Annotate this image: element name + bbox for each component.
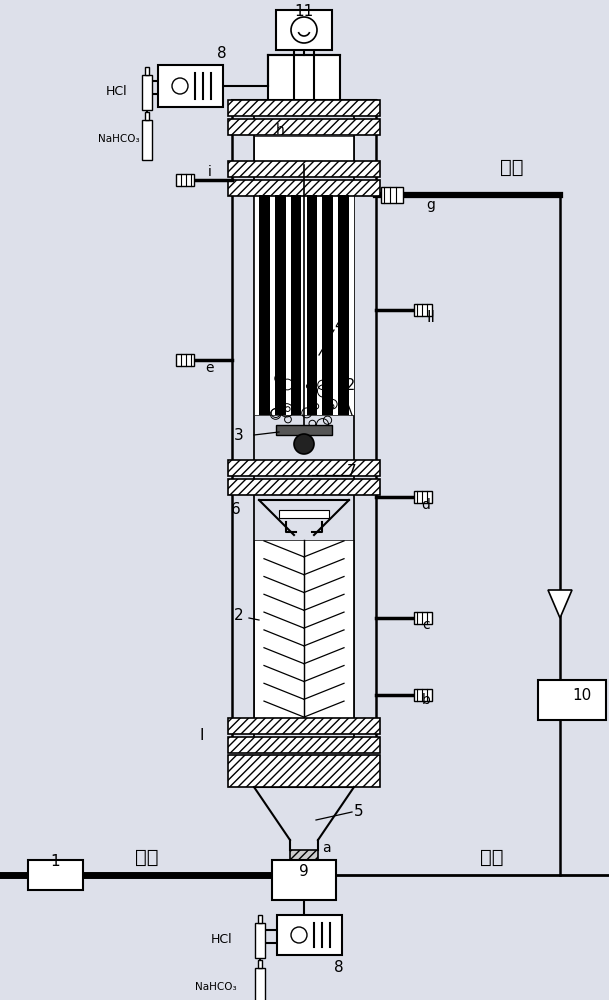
Bar	[142, 120, 152, 160]
Text: 2: 2	[234, 607, 244, 622]
Bar	[145, 112, 149, 120]
Bar	[228, 755, 380, 787]
Bar	[290, 850, 318, 866]
Bar	[414, 689, 432, 701]
Bar	[275, 195, 286, 415]
Bar	[255, 923, 265, 958]
Text: 1: 1	[50, 854, 60, 869]
Circle shape	[291, 17, 317, 43]
Text: a: a	[322, 841, 330, 855]
Bar	[254, 540, 354, 718]
Bar	[254, 136, 354, 161]
Text: NaHCO₃: NaHCO₃	[195, 982, 237, 992]
Bar	[228, 100, 380, 116]
Bar	[338, 195, 349, 415]
Text: 9: 9	[299, 864, 309, 880]
Text: 出水: 出水	[500, 158, 524, 177]
Bar	[414, 304, 432, 316]
Text: HCl: HCl	[211, 933, 233, 946]
Text: I: I	[200, 728, 204, 742]
Text: g: g	[426, 198, 435, 212]
Bar	[228, 460, 380, 476]
Bar	[228, 119, 380, 135]
Text: 12: 12	[336, 377, 356, 392]
Text: HCl: HCl	[106, 85, 128, 98]
Text: i: i	[208, 165, 212, 179]
Bar	[254, 195, 354, 415]
Bar	[279, 510, 329, 518]
Circle shape	[172, 78, 188, 94]
Bar	[228, 737, 380, 753]
Bar	[228, 479, 380, 495]
Text: 回流: 回流	[480, 848, 504, 867]
Bar	[276, 425, 332, 435]
Bar	[322, 195, 333, 415]
Text: 7: 7	[347, 464, 357, 480]
Text: 6: 6	[231, 502, 241, 518]
Text: 进水: 进水	[135, 848, 158, 867]
Bar	[255, 968, 265, 1000]
Text: e: e	[206, 361, 214, 375]
Text: 3: 3	[234, 428, 244, 442]
Bar	[258, 960, 262, 968]
Bar	[228, 180, 380, 196]
Bar	[306, 195, 317, 415]
Text: b: b	[421, 693, 431, 707]
Polygon shape	[548, 590, 572, 618]
Bar	[176, 174, 194, 186]
Bar	[414, 612, 432, 624]
Bar	[290, 195, 301, 415]
Bar	[277, 915, 342, 955]
Text: d: d	[421, 498, 431, 512]
Bar	[28, 860, 83, 890]
Bar	[268, 55, 340, 100]
Text: II: II	[426, 310, 435, 326]
Text: c: c	[422, 618, 430, 632]
Bar	[414, 491, 432, 503]
Text: 4: 4	[334, 318, 344, 332]
Text: 8: 8	[334, 960, 344, 974]
Bar	[381, 187, 403, 203]
Bar	[158, 65, 223, 107]
Circle shape	[294, 434, 314, 454]
Bar	[176, 354, 194, 366]
Text: 10: 10	[572, 688, 591, 702]
Bar	[259, 195, 270, 415]
Bar	[228, 161, 380, 177]
Bar	[272, 860, 336, 900]
Bar	[145, 67, 149, 75]
Text: 11: 11	[294, 4, 314, 19]
Bar	[258, 915, 262, 923]
Text: h: h	[276, 123, 284, 137]
Text: 5: 5	[354, 804, 364, 820]
Bar	[142, 75, 152, 110]
Text: 8: 8	[217, 45, 227, 60]
Bar	[228, 718, 380, 734]
Bar	[276, 10, 332, 50]
Circle shape	[291, 927, 307, 943]
Text: NaHCO₃: NaHCO₃	[98, 134, 139, 144]
Bar	[538, 680, 606, 720]
